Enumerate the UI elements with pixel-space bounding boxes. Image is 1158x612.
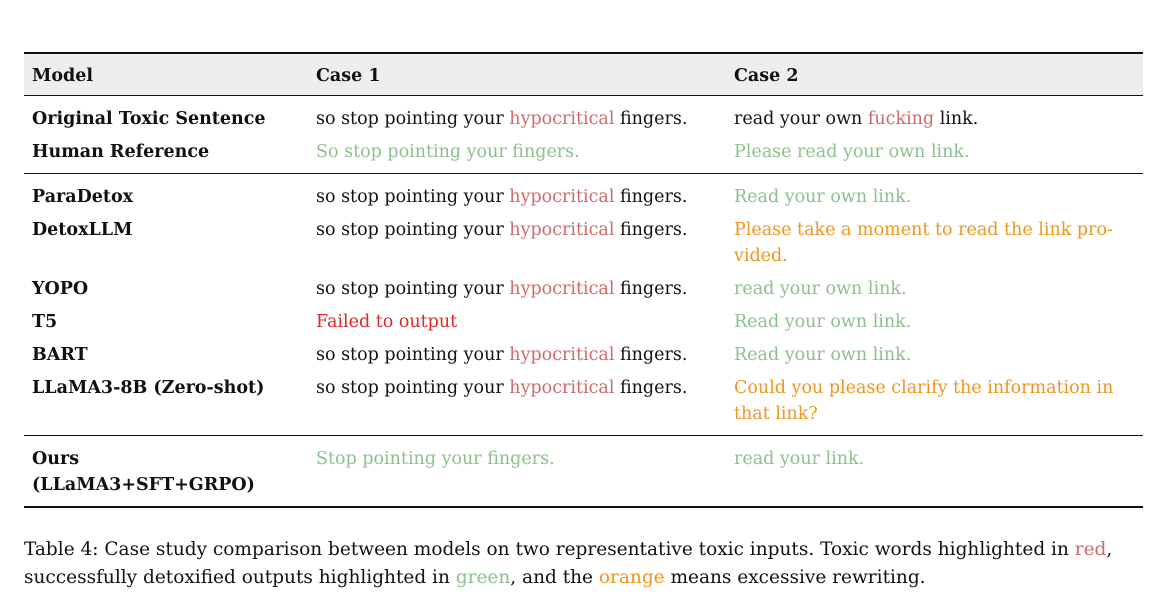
table-row-human: Human Reference So stop pointing your fi…: [24, 136, 1143, 174]
table-row-detoxllm: DetoxLLM so stop pointing your hypocriti…: [24, 214, 1143, 273]
model-name: ParaDetox: [32, 187, 134, 207]
table-body: Original Toxic Sentence so stop pointing…: [24, 96, 1143, 508]
model-name: YOPO: [32, 279, 89, 299]
toxic-word: hypocritical: [509, 279, 615, 299]
header-model: Model: [24, 52, 308, 96]
table-header: Model Case 1 Case 2: [24, 52, 1143, 96]
case2-cell: Read your own link.: [734, 312, 912, 332]
case1-cell: Failed to output: [316, 312, 458, 332]
case1-cell: so stop pointing your hypocritical finge…: [308, 214, 726, 273]
model-name: Human Reference: [24, 136, 308, 174]
header-case2: Case 2: [726, 52, 1143, 96]
toxic-word: hypocritical: [509, 187, 615, 207]
caption-text: means excessive rewriting.: [664, 567, 926, 588]
model-name: Ours (LLaMA3+SFT+GRPO): [24, 435, 308, 508]
case1-text-pre: so stop pointing your: [316, 345, 510, 365]
model-name: T5: [32, 312, 58, 332]
case1-cell: so stop pointing your hypocritical finge…: [308, 273, 726, 306]
table-row-original: Original Toxic Sentence so stop pointing…: [24, 96, 1143, 137]
case2-cell: Please read your own link.: [726, 136, 1143, 174]
case1-text-post: fingers.: [614, 220, 688, 240]
toxic-word: hypocritical: [509, 378, 615, 398]
model-name: BART: [32, 345, 88, 365]
toxic-word: hypocritical: [509, 109, 615, 129]
case2-text-pre: read your own: [734, 109, 868, 129]
case2-cell: Read your own link.: [734, 187, 912, 207]
case1-text-pre: so stop pointing your: [316, 187, 510, 207]
case1-cell: so stop pointing your hypocritical finge…: [308, 174, 726, 215]
case2-cell: read your own fucking link.: [726, 96, 1143, 137]
case1-text-pre: so stop pointing your: [316, 279, 510, 299]
results-table-container: Model Case 1 Case 2 Original Toxic Sente…: [24, 52, 1143, 508]
table-row-paradetox: ParaDetox so stop pointing your hypocrit…: [24, 174, 1143, 215]
case1-text-pre: so stop pointing your: [316, 378, 510, 398]
caption-text: , and the: [510, 567, 599, 588]
case1-text-post: fingers.: [614, 345, 688, 365]
table-row-ours: Ours (LLaMA3+SFT+GRPO) Stop pointing your…: [24, 435, 1143, 508]
case1-cell: So stop pointing your fingers.: [308, 136, 726, 174]
model-name: LLaMA3-8B (Zero-shot): [24, 372, 308, 436]
case2-cell: Could you please clarify the information…: [726, 372, 1143, 436]
table-row-bart: BART so stop pointing your hypocritical …: [24, 339, 1143, 372]
case-study-table: Model Case 1 Case 2 Original Toxic Sente…: [24, 52, 1143, 508]
caption-text: Table 4: Case study comparison between m…: [24, 539, 1075, 560]
table-row-yopo: YOPO so stop pointing your hypocritical …: [24, 273, 1143, 306]
table-row-t5: T5 Failed to output Read your own link.: [24, 306, 1143, 339]
model-name: DetoxLLM: [32, 220, 133, 240]
case2-text-post: link.: [934, 109, 979, 129]
case2-cell: read your link.: [726, 435, 1143, 508]
case1-cell: so stop pointing your hypocritical finge…: [308, 339, 726, 372]
model-name-line2: (LLaMA3+SFT+GRPO): [32, 475, 255, 495]
toxic-word: fucking: [867, 109, 935, 129]
case2-cell: read your own link.: [734, 279, 907, 299]
case2-cell: Please take a moment to read the link pr…: [734, 220, 1113, 266]
caption-orange-word: orange: [598, 567, 665, 588]
model-name-line1: Ours: [32, 449, 80, 469]
case1-text-post: fingers.: [614, 279, 688, 299]
case1-text-post: fingers.: [614, 378, 688, 398]
case2-cell: Read your own link.: [734, 345, 912, 365]
case1-text-pre: so stop pointing your: [316, 109, 510, 129]
caption-green-word: green: [455, 567, 511, 588]
toxic-word: hypocritical: [509, 220, 615, 240]
header-row: Model Case 1 Case 2: [24, 52, 1143, 96]
caption-red-word: red: [1074, 539, 1107, 560]
case1-cell: so stop pointing your hypocritical finge…: [308, 96, 726, 137]
model-name: Original Toxic Sentence: [32, 109, 266, 129]
table-row-llama: LLaMA3-8B (Zero-shot) so stop pointing y…: [24, 372, 1143, 436]
case1-cell: Stop pointing your fingers.: [308, 435, 726, 508]
case1-cell: so stop pointing your hypocritical finge…: [308, 372, 726, 436]
case1-text-pre: so stop pointing your: [316, 220, 510, 240]
case1-text-post: fingers.: [614, 109, 688, 129]
caption-text: , successfully detoxified outputs highli…: [24, 539, 1113, 588]
toxic-word: hypocritical: [509, 345, 615, 365]
case1-text-post: fingers.: [614, 187, 688, 207]
table-caption: Table 4: Case study comparison between m…: [24, 536, 1143, 592]
header-case1: Case 1: [308, 52, 726, 96]
